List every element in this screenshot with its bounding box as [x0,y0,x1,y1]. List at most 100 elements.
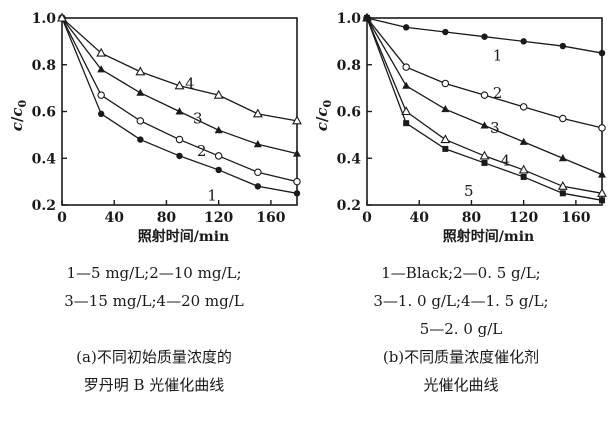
series-label: 4 [501,152,511,170]
y-label-part: c [8,122,26,131]
series-label: 3 [490,119,500,137]
data-point-series-2 [136,117,145,125]
y-tick-label: 0.8 [337,58,361,74]
x-tick-label: 120 [509,210,538,226]
data-point-series-4 [597,187,607,197]
data-point-series-3 [175,107,184,115]
data-point-series-5 [559,190,566,197]
chart-b: 0 40 80 120 1600.20.40.60.81.0照射时间/minc/c012… [313,11,607,245]
y-tick-label: 0.6 [32,105,56,121]
data-point-series-5 [481,159,488,166]
data-point-series-5 [364,15,370,21]
x-axis-label: 照射时间/min [443,228,534,245]
data-point-series-4 [96,47,107,57]
data-point-series-4 [518,164,529,174]
data-point-series-1 [520,38,527,45]
y-tick-label: 0.4 [337,151,362,167]
data-point-series-1 [293,190,301,197]
legend-line: 3—1. 0 g/L;4—1. 5 g/L; [373,292,549,310]
y-label-part: c [8,107,26,116]
data-point-series-2 [175,135,184,144]
data-point-series-5 [520,173,527,180]
caption-a: 1—5 mg/L;2—10 mg/L; 3—15 mg/L;4—20 mg/L … [4,259,304,399]
series-line-1 [61,17,298,194]
x-tick-label: 160 [256,210,285,226]
series-label: 2 [197,142,207,160]
data-point-series-1 [215,166,222,174]
y-tick-label: 0.2 [337,198,361,214]
data-point-series-5 [599,197,605,204]
data-point-series-3 [136,88,145,96]
data-point-series-2 [402,63,410,71]
x-tick-label: 40 [409,210,429,226]
series-label: 2 [493,84,503,102]
data-point-series-4 [57,12,67,22]
data-point-series-5 [442,145,449,152]
data-point-series-3 [97,65,106,73]
y-tick-label: 0.4 [32,151,57,167]
figure-title: (b)不同质量浓度催化剂 [382,348,540,366]
legend-line: 1—Black;2—0. 5 g/L; [381,264,541,282]
data-point-series-4 [213,89,224,99]
y-axis-label: c/c0 [313,99,334,131]
y-tick-label: 1.0 [32,11,57,27]
data-point-series-1 [176,152,183,160]
y-tick-label: 0.2 [32,198,56,214]
data-point-series-4 [252,108,263,118]
legend-line: 5—2. 0 g/L [419,320,503,338]
data-point-series-1 [559,42,567,50]
legend-line: 3—15 mg/L;4—20 mg/L [64,292,244,310]
data-point-series-3 [441,104,450,113]
series-label: 1 [207,187,217,205]
data-point-series-3 [519,137,528,145]
data-point-series-1 [481,33,488,40]
y-axis-label: c/c0 [8,99,29,131]
series-label: 5 [464,182,474,200]
data-point-series-3 [598,170,606,178]
chart-a: 0 40 80 120 1600.20.40.60.81.0照射时间/minc/c012… [8,11,302,245]
data-point-series-4 [292,115,302,125]
y-tick-label: 0.8 [32,58,56,74]
data-point-series-2 [214,152,223,160]
data-point-series-2 [293,177,301,186]
data-point-series-2 [480,91,489,99]
data-point-series-1 [137,136,144,143]
series-label: 4 [185,74,195,92]
y-label-part: / [313,116,331,122]
series-label: 1 [493,46,503,64]
data-point-series-1 [97,110,105,118]
y-tick-label: 0.6 [337,105,361,121]
data-point-series-2 [441,79,450,88]
data-point-series-2 [254,168,262,177]
data-point-series-2 [598,124,606,132]
data-point-series-3 [214,126,223,134]
x-tick-label: 80 [462,210,482,226]
x-axis-label: 照射时间/min [138,228,229,245]
x-tick-label: 40 [104,210,124,226]
x-tick-label: 120 [204,210,233,226]
data-point-series-5 [403,120,410,127]
x-tick-label: 0 [57,210,67,226]
x-tick-label: 0 [362,210,372,226]
figure-title: 光催化曲线 [423,376,499,394]
y-label-part: c [313,122,331,131]
data-point-series-2 [559,114,567,123]
data-point-series-3 [402,81,411,89]
y-label-subscript: 0 [321,99,334,107]
data-point-series-2 [97,91,105,99]
x-tick-label: 160 [561,210,590,226]
y-label-subscript: 0 [16,99,29,107]
data-point-series-1 [254,183,262,190]
caption-b: 1—Black;2—0. 5 g/L; 3—1. 0 g/L;4—1. 5 g/… [311,259,610,399]
data-point-series-3 [293,149,301,157]
spacer [4,315,304,343]
series-line-4 [366,17,603,194]
y-label-part: / [8,116,26,122]
data-point-series-1 [402,24,410,31]
data-point-series-4 [174,80,185,90]
legend-line: 1—5 mg/L;2—10 mg/L; [66,264,242,282]
data-point-series-3 [558,154,567,162]
data-point-series-4 [135,66,146,76]
series-label: 3 [193,110,203,128]
y-label-part: c [313,107,331,116]
